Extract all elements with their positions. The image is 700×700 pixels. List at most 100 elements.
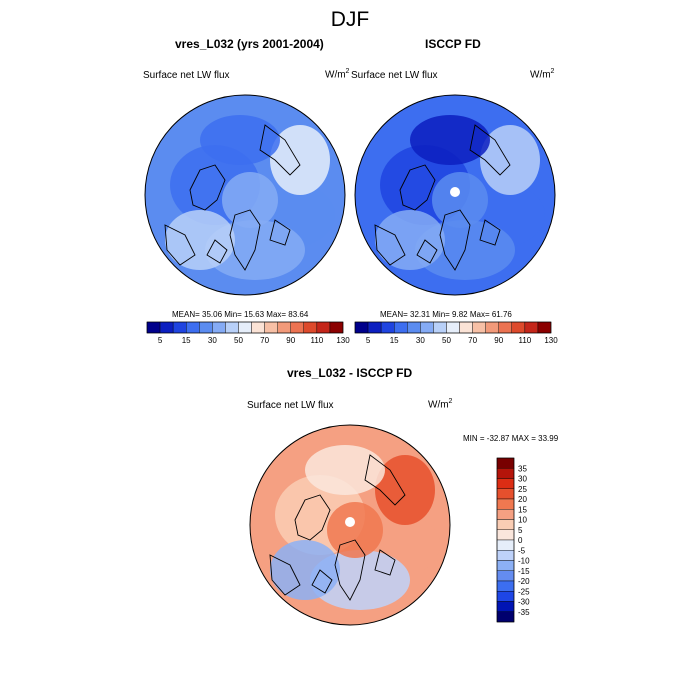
colorbar-box xyxy=(496,591,515,602)
coastline xyxy=(259,124,301,176)
colorbar-tick-label: 70 xyxy=(260,336,269,345)
coastline xyxy=(374,224,406,266)
colorbar-box xyxy=(316,321,331,334)
panel-3-title: vres_L032 - ISCCP FD xyxy=(287,366,413,380)
colorbar-box xyxy=(185,321,200,334)
colorbar-tick-label: 15 xyxy=(390,336,399,345)
colorbar-tick-label: 25 xyxy=(518,485,527,494)
panel-2-variable-label: Surface net LW flux xyxy=(351,70,438,81)
coastline xyxy=(399,164,436,211)
colorbar-box xyxy=(251,321,265,334)
panel-3-stats: MIN = -32.87 MAX = 33.99 xyxy=(463,434,559,443)
colorbar-box xyxy=(496,498,515,510)
colorbar-box xyxy=(264,321,278,334)
panel-1-variable-label: Surface net LW flux xyxy=(143,70,230,81)
colorbar-box xyxy=(212,321,226,334)
colorbar-tick-label: 20 xyxy=(518,495,527,504)
colorbar-box xyxy=(225,321,239,334)
coastline xyxy=(164,224,196,266)
colorbar-box xyxy=(433,321,447,334)
field-region xyxy=(305,445,385,495)
field-region xyxy=(432,172,488,228)
panel-2-units: W/m2 xyxy=(530,68,555,81)
panel-2-stats: MEAN= 32.31 Min= 9.82 Max= 61.76 xyxy=(380,310,512,319)
colorbar-box xyxy=(199,321,213,334)
panel-1-stats: MEAN= 35.06 Min= 15.63 Max= 83.64 xyxy=(172,310,309,319)
coastline xyxy=(374,549,396,576)
colorbar-box xyxy=(496,611,515,623)
colorbar-frame xyxy=(354,321,552,334)
colorbar-box xyxy=(367,321,382,334)
coastline xyxy=(364,454,406,506)
colorbar-box xyxy=(524,321,539,334)
colorbar-frame xyxy=(146,321,344,334)
colorbar-tick-label: -20 xyxy=(518,577,530,586)
colorbar-box xyxy=(496,570,515,582)
polar-map-panel-2 xyxy=(354,94,556,296)
coastline xyxy=(229,209,261,271)
colorbar-box xyxy=(159,321,174,334)
map-field-3 xyxy=(250,425,450,625)
colorbar-tick-label: 15 xyxy=(182,336,191,345)
colorbar-tick-label: 30 xyxy=(208,336,217,345)
panel-3-units: W/m2 xyxy=(428,398,453,411)
colorbar-box xyxy=(446,321,460,334)
colorbar-box xyxy=(496,457,515,469)
colorbar-box xyxy=(496,560,515,571)
panel-1-title: vres_L032 (yrs 2001-2004) xyxy=(175,37,324,51)
colorbar-box xyxy=(511,321,526,334)
coastline xyxy=(206,239,228,264)
coastline xyxy=(294,494,331,541)
polar-map-panel-1 xyxy=(144,94,346,296)
colorbar-box xyxy=(496,529,515,541)
colorbar-box xyxy=(238,321,252,334)
map-field-2 xyxy=(355,95,555,295)
coastline xyxy=(439,209,471,271)
colorbar-tick-label: 50 xyxy=(442,336,451,345)
field-region xyxy=(375,455,435,525)
colorbar-box xyxy=(277,321,291,334)
coastline xyxy=(479,219,501,246)
coastline xyxy=(334,539,366,601)
map-border-2 xyxy=(354,94,556,296)
field-region xyxy=(222,172,278,228)
colorbar-box xyxy=(496,580,515,592)
field-region xyxy=(165,210,235,270)
map-field-1 xyxy=(145,95,345,295)
colorbar-tick-label: 30 xyxy=(518,475,527,484)
coastline xyxy=(189,164,226,211)
colorbar-tick-label: 90 xyxy=(494,336,503,345)
map-border-3 xyxy=(249,424,451,626)
colorbar-box xyxy=(496,488,515,500)
colorbar-box xyxy=(496,509,515,520)
colorbar-box xyxy=(172,321,187,334)
colorbar-tick-label: 130 xyxy=(544,336,558,345)
pole-hole xyxy=(345,517,355,527)
colorbar-box xyxy=(496,539,515,551)
panel-3-variable-label: Surface net LW flux xyxy=(247,400,334,411)
colorbar-box xyxy=(146,321,161,334)
coastline xyxy=(416,239,438,264)
coastline xyxy=(311,569,333,594)
colorbar-box xyxy=(459,321,473,334)
colorbar-tick-label: 0 xyxy=(518,536,523,545)
map-border-1 xyxy=(144,94,346,296)
colorbar-box xyxy=(485,321,499,334)
figure-title: DJF xyxy=(330,8,370,31)
field-region xyxy=(480,125,540,195)
coastline xyxy=(469,124,511,176)
colorbar-tick-label: -35 xyxy=(518,608,530,617)
colorbar-tick-label: 35 xyxy=(518,464,527,473)
colorbar-box xyxy=(496,550,515,561)
field-region xyxy=(327,502,383,558)
panel-1-units: W/m2 xyxy=(325,68,350,81)
field-region xyxy=(270,125,330,195)
colorbar-tick-label: -5 xyxy=(518,546,526,555)
colorbar-box xyxy=(498,321,513,334)
colorbar-tick-label: 110 xyxy=(518,336,531,345)
colorbar-tick-label: -10 xyxy=(518,557,530,566)
colorbar-box xyxy=(496,478,515,489)
colorbar-tick-label: 50 xyxy=(234,336,243,345)
